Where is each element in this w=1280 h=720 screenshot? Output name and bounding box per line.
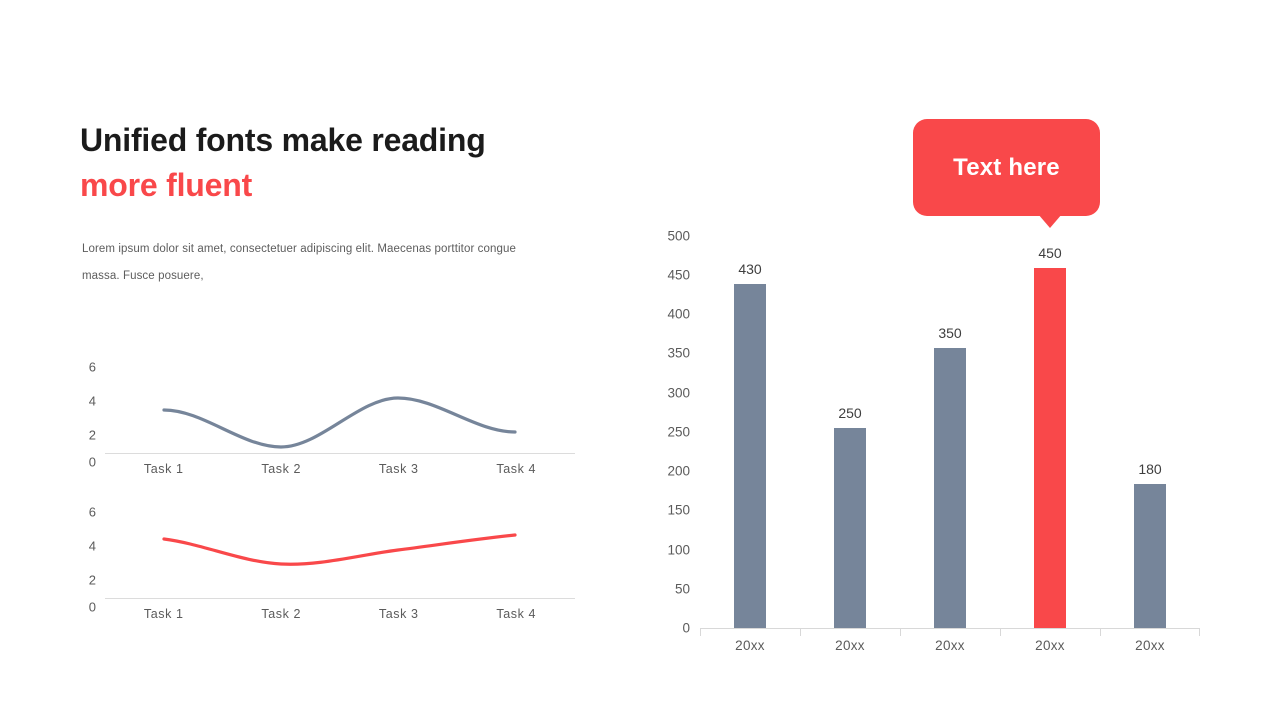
body-paragraph: Lorem ipsum dolor sit amet, consectetuer… — [82, 243, 517, 283]
axis-tickmark — [1199, 629, 1200, 636]
line-chart-bottom-axis-line — [105, 598, 575, 599]
x-tick-label: Task 3 — [378, 462, 419, 476]
bar-chart: 500 450 400 350 300 250 200 150 100 50 0… — [648, 228, 1208, 658]
line-chart-top: 6 4 2 0 Task 1 Task 2 Task 3 Task 4 — [72, 352, 592, 482]
x-tick-label: Task 1 — [143, 607, 184, 621]
callout-tail-icon — [1038, 214, 1062, 228]
x-tick-label: Task 3 — [378, 607, 419, 621]
axis-tickmark — [800, 629, 801, 636]
x-tick-label: Task 2 — [261, 607, 302, 621]
y-tick-label: 50 — [674, 581, 690, 597]
y-tick-label: 250 — [667, 424, 690, 440]
bar-column[interactable]: 350 — [900, 228, 1000, 628]
axis-tickmark — [900, 629, 901, 636]
bar-value-label: 450 — [1038, 245, 1062, 261]
bar-chart-baseline — [700, 628, 1200, 629]
y-tick-label: 6 — [88, 504, 96, 520]
line-chart-top-plot — [105, 352, 575, 454]
bar-column[interactable]: 180 — [1100, 228, 1200, 628]
bar-chart-plot: 430 250 350 450 180 — [700, 228, 1200, 628]
y-tick-label: 150 — [667, 502, 690, 518]
left-text-panel: Unified fonts make reading more fluent L… — [80, 118, 600, 282]
y-tick-label: 2 — [88, 572, 96, 588]
line-chart-bottom: 6 4 2 0 Task 1 Task 2 Task 3 Task 4 — [72, 497, 592, 627]
y-tick-label: 450 — [667, 267, 690, 283]
y-tick-label: 0 — [88, 454, 96, 470]
x-tick-label: Task 2 — [261, 462, 302, 476]
x-tick-label: Task 4 — [496, 607, 537, 621]
x-tick-label: 20xx — [735, 638, 765, 653]
y-tick-label: 2 — [88, 427, 96, 443]
y-tick-label: 6 — [88, 359, 96, 375]
y-tick-label: 4 — [88, 538, 96, 554]
page-title-line-1: Unified fonts make reading — [80, 122, 486, 158]
callout-bubble[interactable]: Text here — [913, 119, 1100, 216]
bar-column-highlighted[interactable]: 450 — [1000, 228, 1100, 628]
line-chart-bottom-y-axis: 6 4 2 0 — [72, 497, 96, 615]
line-chart-bottom-plot — [105, 497, 575, 599]
line-chart-top-axis-line — [105, 453, 575, 454]
line-chart-top-x-axis: Task 1 Task 2 Task 3 Task 4 — [105, 462, 575, 484]
y-tick-label: 0 — [682, 620, 690, 636]
y-tick-label: 4 — [88, 393, 96, 409]
y-tick-label: 300 — [667, 385, 690, 401]
x-tick-label: Task 4 — [496, 462, 537, 476]
x-tick-label: 20xx — [1135, 638, 1165, 653]
line-chart-top-y-axis: 6 4 2 0 — [72, 352, 96, 470]
bar-value-label: 350 — [938, 325, 962, 341]
axis-tickmark — [1100, 629, 1101, 636]
y-tick-label: 400 — [667, 306, 690, 322]
callout-label: Text here — [953, 153, 1060, 181]
axis-tickmark — [700, 629, 701, 636]
page-title-line-2: more fluent — [80, 167, 253, 204]
line-series-red — [162, 533, 517, 566]
y-tick-label: 350 — [667, 345, 690, 361]
y-tick-label: 0 — [88, 599, 96, 615]
line-chart-bottom-x-axis: Task 1 Task 2 Task 3 Task 4 — [105, 607, 575, 629]
bar-value-label: 180 — [1138, 461, 1162, 477]
x-tick-label: Task 1 — [143, 462, 184, 476]
bar-chart-tick-marks — [700, 629, 1200, 636]
bar-chart-x-axis: 20xx 20xx 20xx 20xx 20xx — [700, 638, 1200, 653]
page-title: Unified fonts make reading more fluent — [80, 118, 600, 209]
bar-rect[interactable] — [1134, 484, 1166, 628]
y-tick-label: 100 — [667, 542, 690, 558]
bar-column[interactable]: 430 — [700, 228, 800, 628]
x-tick-label: 20xx — [835, 638, 865, 653]
bar-rect[interactable] — [934, 348, 966, 628]
axis-tickmark — [1000, 629, 1001, 636]
bar-rect[interactable] — [834, 428, 866, 628]
y-tick-label: 200 — [667, 463, 690, 479]
bar-value-label: 250 — [838, 405, 862, 421]
y-tick-label: 500 — [667, 228, 690, 244]
x-tick-label: 20xx — [1035, 638, 1065, 653]
bar-chart-y-axis: 500 450 400 350 300 250 200 150 100 50 0 — [648, 228, 690, 634]
bar-column[interactable]: 250 — [800, 228, 900, 628]
line-series-grey — [162, 396, 517, 449]
bar-value-label: 430 — [738, 261, 762, 277]
x-tick-label: 20xx — [935, 638, 965, 653]
bar-rect[interactable] — [1034, 268, 1066, 628]
bar-rect[interactable] — [734, 284, 766, 628]
